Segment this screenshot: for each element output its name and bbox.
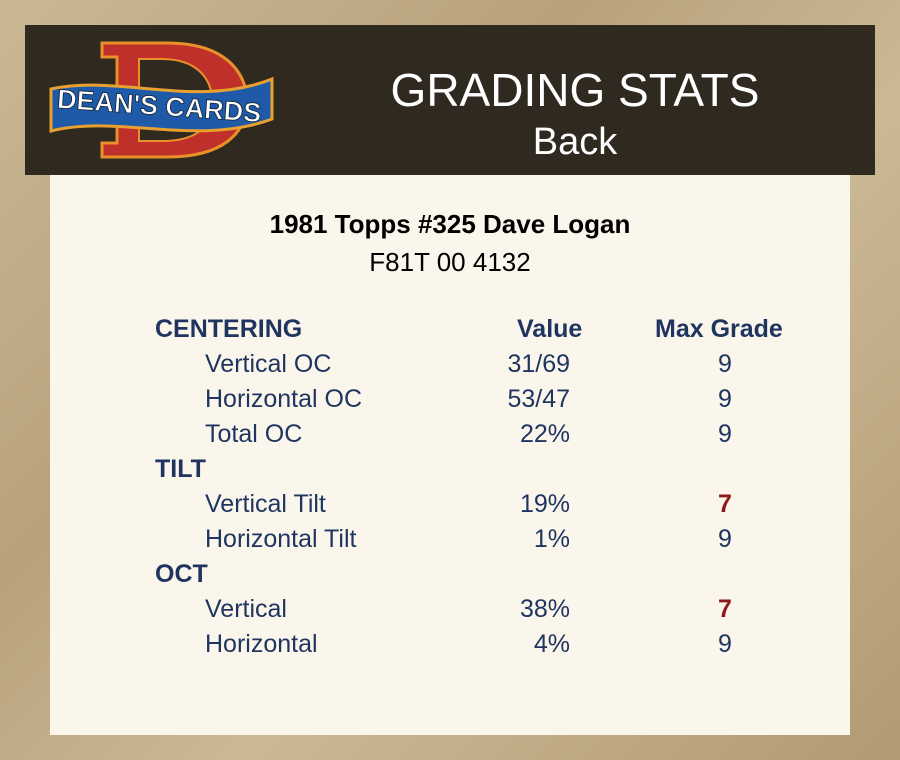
section-header-row: TILT xyxy=(50,455,850,490)
stat-value: 4% xyxy=(533,630,570,658)
stat-max-grade: 7 xyxy=(718,490,732,518)
max-grade-column-header: Max Grade xyxy=(655,315,783,343)
stat-label: Horizontal Tilt xyxy=(205,525,357,553)
header-banner: DEAN'S CARDS GRADING STATS Back xyxy=(25,25,875,175)
value-column-header: Value xyxy=(517,315,583,343)
stat-value: 22% xyxy=(519,420,570,448)
section-title: TILT xyxy=(155,455,206,483)
page-subtitle: Back xyxy=(532,121,618,163)
stat-row: Vertical 38% 7 xyxy=(50,595,850,630)
stat-label: Horizontal xyxy=(205,630,318,658)
stat-row: Vertical Tilt 19% 7 xyxy=(50,490,850,525)
stat-row: Total OC 22% 9 xyxy=(50,420,850,455)
stat-value: 19% xyxy=(519,490,570,518)
stat-value: 1% xyxy=(533,525,570,553)
stat-row: Vertical OC 31/69 9 xyxy=(50,350,850,385)
stat-max-grade: 7 xyxy=(718,595,732,623)
stat-row: Horizontal Tilt 1% 9 xyxy=(50,525,850,560)
stat-label: Vertical xyxy=(205,595,287,623)
stat-label: Vertical Tilt xyxy=(205,490,326,518)
stat-value: 31/69 xyxy=(507,350,570,378)
stat-value: 38% xyxy=(519,595,570,623)
stat-value: 53/47 xyxy=(507,385,570,413)
page-title: GRADING STATS xyxy=(390,64,760,116)
stat-label: Vertical OC xyxy=(205,350,332,378)
card-name: 1981 Topps #325 Dave Logan xyxy=(269,209,631,239)
section-header-row: OCT xyxy=(50,560,850,595)
stat-max-grade: 9 xyxy=(718,350,732,378)
section-header-row: CENTERING Value Max Grade xyxy=(50,315,850,350)
stat-row: Horizontal 4% 9 xyxy=(50,630,850,665)
stat-label: Horizontal OC xyxy=(205,385,362,413)
stat-max-grade: 9 xyxy=(718,525,732,553)
stats-panel: 1981 Topps #325 Dave Logan F81T 00 4132 … xyxy=(50,175,850,735)
stat-row: Horizontal OC 53/47 9 xyxy=(50,385,850,420)
stat-max-grade: 9 xyxy=(718,385,732,413)
stat-max-grade: 9 xyxy=(718,630,732,658)
stat-max-grade: 9 xyxy=(718,420,732,448)
card-cert-number: F81T 00 4132 xyxy=(369,247,531,277)
section-title: CENTERING xyxy=(155,315,303,343)
stat-label: Total OC xyxy=(205,420,303,448)
deans-cards-logo: DEAN'S CARDS xyxy=(49,41,274,159)
section-title: OCT xyxy=(155,560,208,588)
